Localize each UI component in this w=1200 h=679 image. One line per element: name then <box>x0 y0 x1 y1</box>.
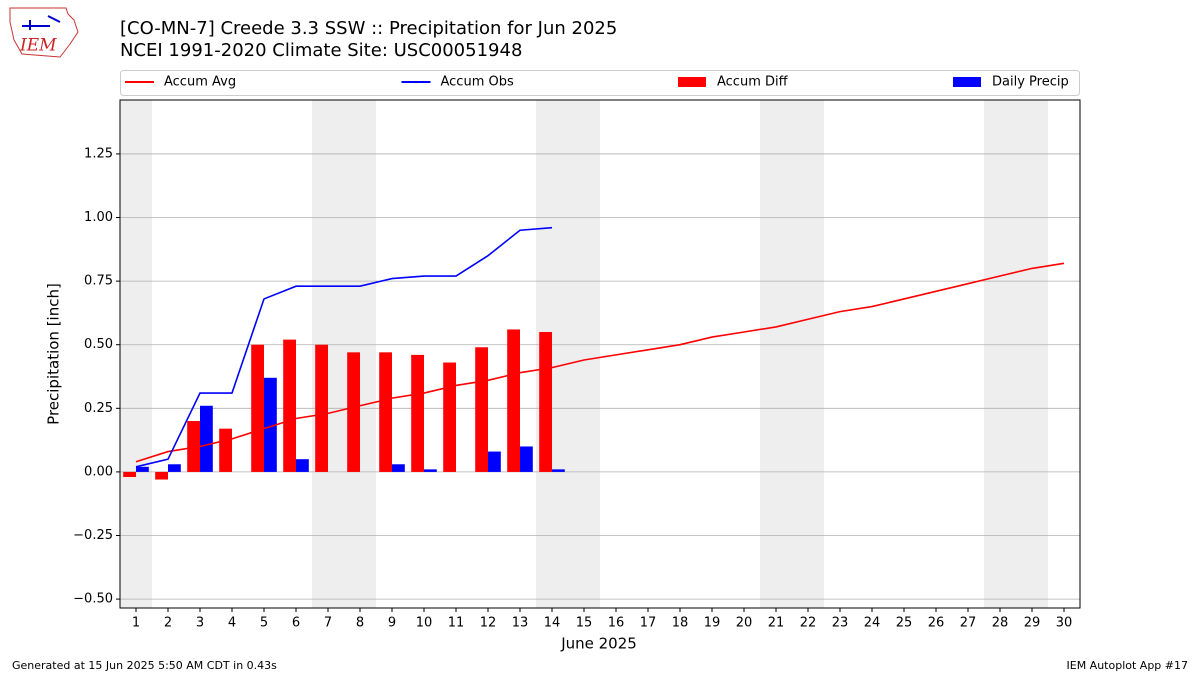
y-tick-label: 1.00 <box>84 210 113 225</box>
bar <box>200 405 213 472</box>
bar <box>123 471 136 477</box>
bar <box>315 344 328 472</box>
weekend-shade <box>984 100 1048 608</box>
y-tick-label: 0.50 <box>84 337 113 352</box>
bar <box>443 362 456 472</box>
bar <box>539 331 552 472</box>
bar <box>219 428 232 472</box>
logo-text: IEM <box>19 36 57 56</box>
x-tick-label: 28 <box>992 616 1009 631</box>
legend-swatch <box>953 77 981 87</box>
y-tick-label: 1.25 <box>84 146 113 161</box>
x-tick-label: 11 <box>448 616 465 631</box>
x-tick-label: 10 <box>416 616 433 631</box>
legend-label: Daily Precip <box>992 75 1069 90</box>
x-tick-label: 8 <box>356 616 364 631</box>
line <box>135 262 1065 463</box>
x-tick-label: 17 <box>640 616 657 631</box>
bar <box>392 464 405 472</box>
bar <box>251 344 264 472</box>
line <box>135 226 553 468</box>
y-tick-label: 0.00 <box>84 464 113 479</box>
bar <box>379 352 392 472</box>
chart-subtitle: NCEI 1991-2020 Climate Site: USC00051948 <box>120 40 522 61</box>
x-tick-label: 25 <box>896 616 913 631</box>
x-tick-label: 1 <box>132 616 140 631</box>
weekend-shade <box>120 100 152 608</box>
x-tick-label: 15 <box>576 616 593 631</box>
bar <box>155 471 168 480</box>
legend-label: Accum Diff <box>717 75 789 90</box>
bar <box>136 466 149 472</box>
logo-icon <box>22 15 61 30</box>
legend-label: Accum Obs <box>441 75 514 90</box>
logo: IEM <box>9 7 79 58</box>
x-tick-label: 19 <box>704 616 721 631</box>
x-tick-label: 22 <box>800 616 817 631</box>
bar <box>283 339 296 472</box>
bar <box>168 464 181 472</box>
logo-outline <box>9 7 79 58</box>
bar <box>411 354 424 472</box>
x-axis-label: June 2025 <box>560 635 637 653</box>
x-tick-label: 2 <box>164 616 172 631</box>
x-tick-label: 30 <box>1056 616 1073 631</box>
bar <box>424 469 437 472</box>
x-tick-label: 18 <box>672 616 689 631</box>
legend-box <box>120 70 1080 96</box>
x-tick-label: 12 <box>480 616 497 631</box>
y-tick-label: 0.75 <box>84 274 113 289</box>
bar <box>264 377 277 472</box>
x-tick-label: 3 <box>196 616 204 631</box>
weekend-shade <box>760 100 824 608</box>
legend-swatch <box>678 77 706 87</box>
bar <box>187 421 200 472</box>
bar <box>520 446 533 472</box>
x-tick-label: 9 <box>388 616 396 631</box>
x-tick-label: 7 <box>324 616 332 631</box>
plot-frame <box>119 99 1081 609</box>
x-tick-label: 23 <box>832 616 849 631</box>
legend-label: Accum Avg <box>164 75 236 90</box>
footer-right: IEM Autoplot App #17 <box>1067 659 1189 672</box>
y-tick-label: −0.25 <box>73 528 113 543</box>
x-tick-label: 14 <box>544 616 561 631</box>
y-tick-label: −0.50 <box>73 592 113 607</box>
bar <box>347 352 360 472</box>
y-axis-label: Precipitation [inch] <box>45 283 63 425</box>
x-tick-label: 5 <box>260 616 268 631</box>
x-tick-label: 29 <box>1024 616 1041 631</box>
x-tick-label: 20 <box>736 616 753 631</box>
x-tick-label: 27 <box>960 616 977 631</box>
x-tick-label: 13 <box>512 616 529 631</box>
x-tick-label: 16 <box>608 616 625 631</box>
bar <box>475 347 488 472</box>
x-tick-label: 24 <box>864 616 881 631</box>
bar <box>296 459 309 472</box>
x-tick-label: 21 <box>768 616 785 631</box>
y-tick-label: 0.25 <box>84 401 113 416</box>
x-tick-label: 4 <box>228 616 236 631</box>
x-tick-label: 6 <box>292 616 300 631</box>
bar <box>488 451 501 472</box>
x-tick-label: 26 <box>928 616 945 631</box>
chart-title: [CO-MN-7] Creede 3.3 SSW :: Precipitatio… <box>120 18 617 39</box>
bar <box>507 329 520 472</box>
footer-left: Generated at 15 Jun 2025 5:50 AM CDT in … <box>12 659 277 672</box>
bar <box>552 469 565 472</box>
